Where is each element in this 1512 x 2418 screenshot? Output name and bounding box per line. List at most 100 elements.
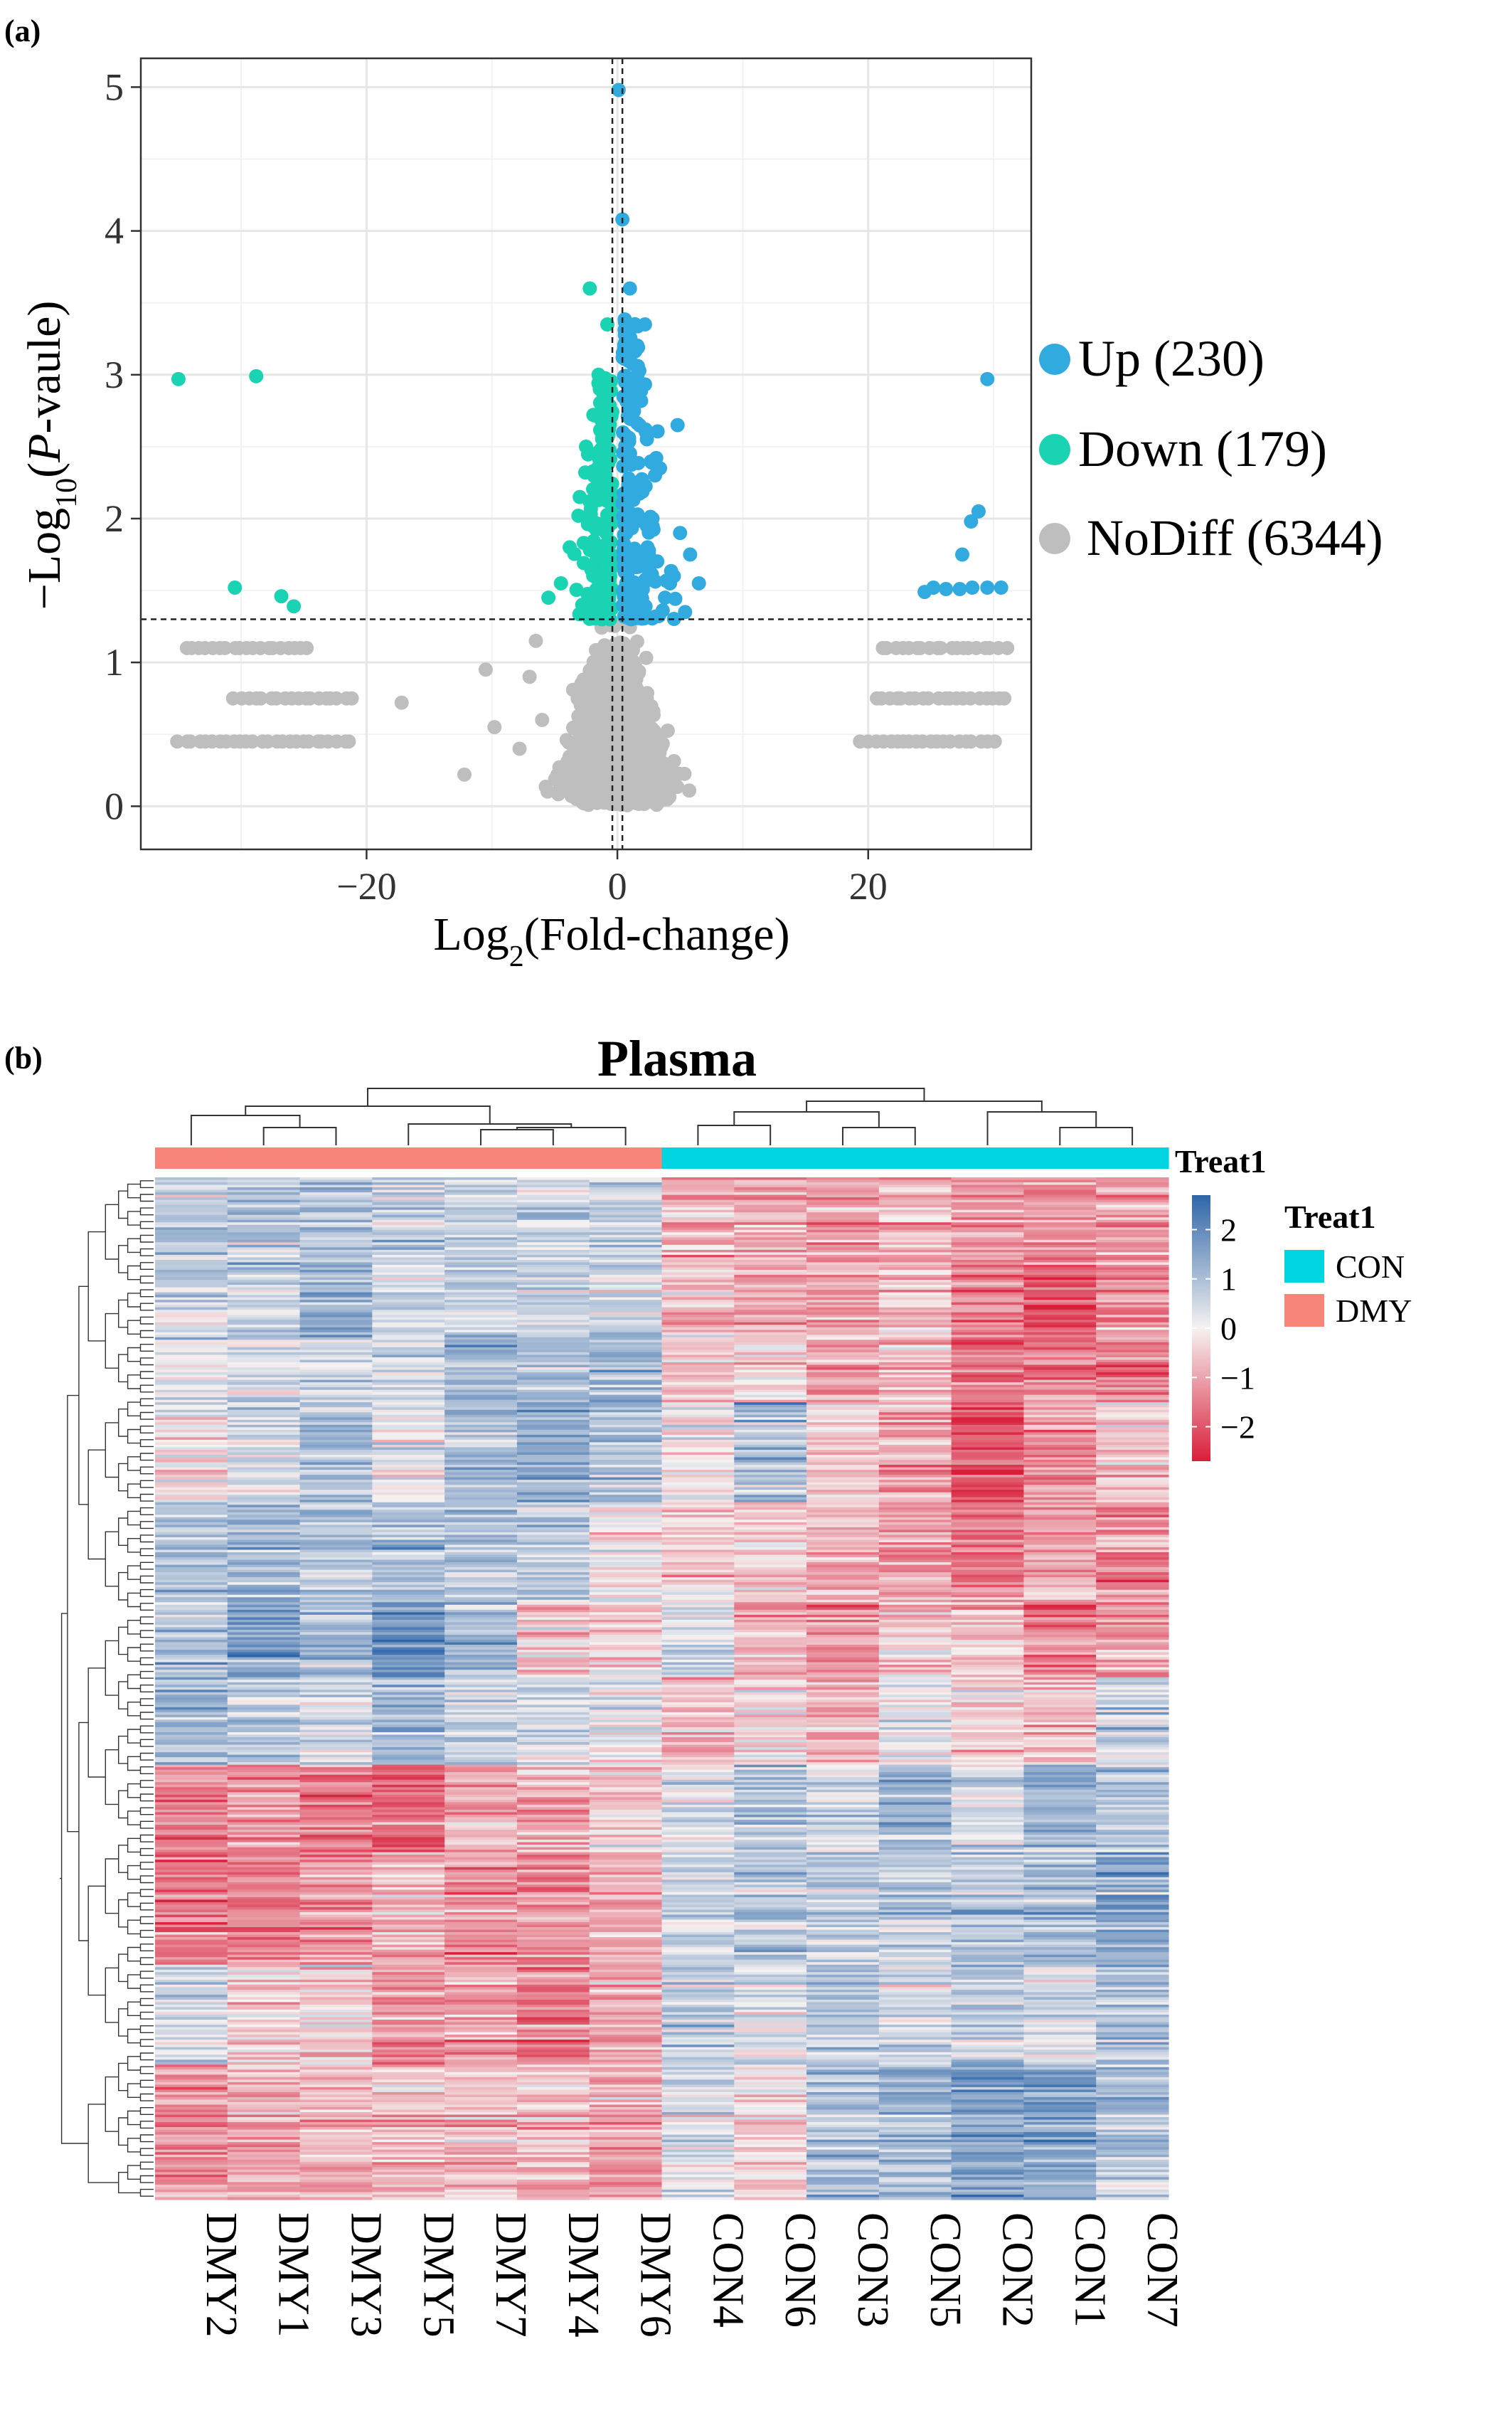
heatmap-cell	[227, 2022, 301, 2025]
heatmap-cell	[589, 2089, 663, 2093]
heatmap-cell	[516, 1305, 590, 1308]
heatmap-cell	[155, 2159, 228, 2163]
heatmap-cell	[155, 1285, 228, 1288]
heatmap-cell	[299, 1574, 373, 1578]
heatmap-cell	[589, 1369, 663, 1373]
heatmap-cell	[372, 2077, 445, 2080]
heatmap-cell	[155, 1437, 228, 1441]
heatmap-cell	[299, 1577, 373, 1581]
heatmap-cell	[372, 1797, 445, 1801]
heatmap-cell	[227, 2037, 301, 2040]
heatmap-cell	[155, 1639, 228, 1643]
heatmap-cell	[299, 1655, 373, 1658]
heatmap-cell	[372, 2172, 445, 2175]
down-point	[583, 507, 598, 521]
heatmap-cell	[227, 1402, 301, 1406]
x-tick-label: −20	[336, 865, 396, 908]
heatmap-cell	[155, 1919, 228, 1923]
heatmap-cell	[299, 1602, 373, 1606]
heatmap-cell	[589, 1222, 663, 1226]
heatmap-cell	[227, 1302, 301, 1305]
heatmap-cell	[661, 1297, 735, 1300]
heatmap-cell	[444, 1422, 518, 1426]
heatmap-cell	[444, 2137, 518, 2141]
heatmap-cell	[589, 1779, 663, 1783]
heatmap-cell	[516, 1252, 590, 1256]
heatmap-cell	[227, 1977, 301, 1980]
heatmap-cell	[299, 1909, 373, 1913]
heatmap-cell	[589, 1660, 663, 1663]
heatmap-cell	[299, 1432, 373, 1436]
heatmap-cell	[227, 1529, 301, 1533]
heatmap-cell	[155, 1234, 228, 1238]
heatmap-cell	[516, 2114, 590, 2118]
heatmap-cell	[516, 1495, 590, 1498]
heatmap-cell	[372, 1527, 445, 1530]
heatmap-cell	[372, 1472, 445, 1475]
heatmap-cell	[444, 1860, 518, 1863]
row-dendrogram-link	[139, 2011, 154, 2020]
heatmap-cell	[516, 1312, 590, 1315]
heatmap-cell	[516, 1244, 590, 1248]
heatmap-cell	[444, 1462, 518, 1465]
heatmap-cell	[155, 1937, 228, 1941]
heatmap-cell	[299, 1467, 373, 1470]
heatmap-cell	[299, 1345, 373, 1348]
up-point	[645, 511, 660, 526]
heatmap-cell	[372, 1272, 445, 1276]
heatmap-cell	[444, 1500, 518, 1503]
heatmap-cell	[516, 1994, 590, 1998]
row-dendrogram-link	[127, 2083, 141, 2098]
heatmap-cell	[155, 1729, 228, 1733]
heatmap-cell	[372, 1660, 445, 1663]
heatmap-cell	[155, 1242, 228, 1246]
heatmap-cell	[589, 2132, 663, 2136]
annotation-cell-dmy	[516, 1147, 590, 1169]
heatmap-cell	[227, 1875, 301, 1878]
heatmap-cell	[516, 1182, 590, 1186]
dendrogram-link	[480, 1129, 554, 1145]
row-dendrogram-link	[139, 1248, 154, 1256]
heatmap-cell	[372, 1340, 445, 1343]
heatmap-cell	[372, 1952, 445, 1956]
row-dendrogram-link	[139, 1316, 154, 1325]
heatmap-cell	[589, 2009, 663, 2013]
heatmap-cell	[372, 1247, 445, 1251]
heatmap-cell	[155, 2184, 228, 2188]
heatmap-cell	[155, 2022, 228, 2025]
heatmap-cell	[589, 1812, 663, 1815]
heatmap-cell	[155, 1870, 228, 1873]
row-dendrogram-link	[139, 1971, 154, 1979]
heatmap-cell	[227, 1349, 301, 1353]
heatmap-cell	[227, 1277, 301, 1280]
heatmap-cell	[227, 1270, 301, 1273]
heatmap-cell	[299, 1212, 373, 1216]
heatmap-cell	[444, 1734, 518, 1738]
heatmap-cell	[155, 1359, 228, 1363]
heatmap-cell	[372, 2129, 445, 2133]
row-dendrogram-link	[139, 1820, 154, 1829]
heatmap-cell	[372, 1412, 445, 1416]
heatmap-cell	[444, 2192, 518, 2195]
heatmap-cell	[155, 2101, 228, 2106]
heatmap-cell	[227, 1767, 301, 1771]
heatmap-cell	[589, 1604, 663, 1608]
heatmap-cell	[299, 1779, 373, 1783]
heatmap-cell	[516, 1229, 590, 1233]
heatmap-cell	[444, 1187, 518, 1191]
up-point	[640, 540, 655, 555]
heatmap-cell	[516, 1919, 590, 1923]
heatmap-cell	[227, 2009, 301, 2013]
heatmap-cell	[444, 1207, 518, 1211]
y-tick-label: 2	[105, 497, 124, 540]
heatmap-cell	[589, 2059, 663, 2063]
heatmap-cell	[444, 2072, 518, 2075]
heatmap-cell	[516, 1414, 590, 1418]
down-point	[588, 569, 603, 584]
heatmap-cell	[227, 2082, 301, 2085]
heatmap-cell	[227, 2091, 301, 2096]
heatmap-cell	[516, 1845, 590, 1848]
heatmap-cell	[516, 1502, 590, 1505]
heatmap-cell	[589, 1432, 663, 1436]
heatmap-cell	[589, 2084, 663, 2088]
